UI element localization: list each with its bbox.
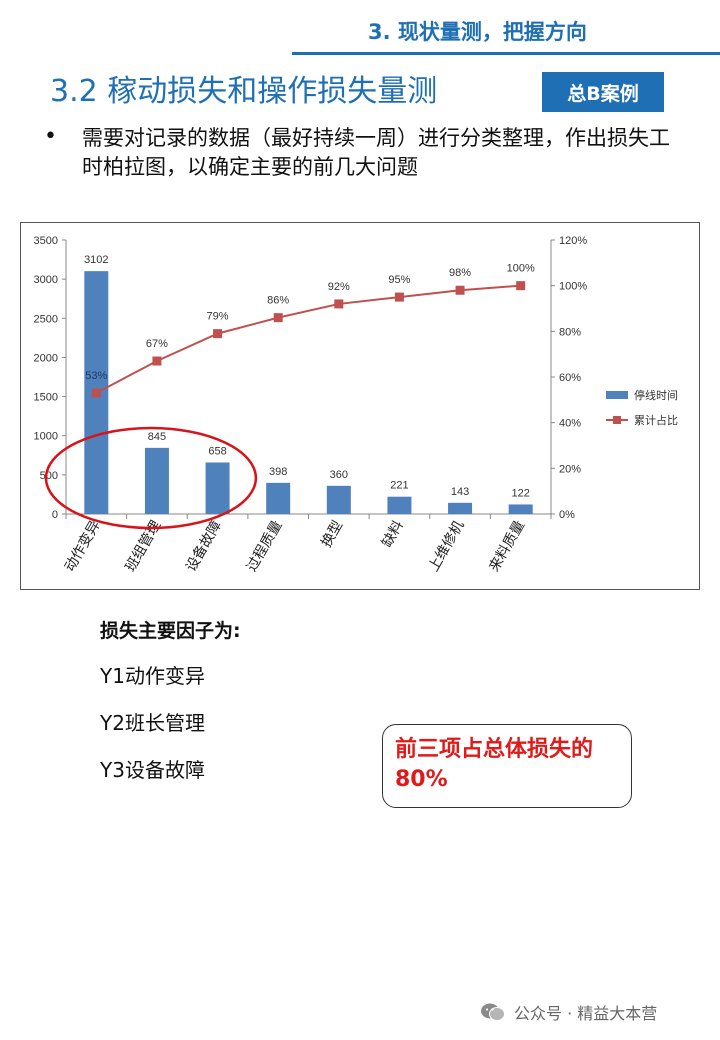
case-badge: 总B案例 [542,72,664,112]
cumulative-label: 79% [207,311,229,323]
section-title: 3. 现状量测，把握方向 [368,20,587,44]
bar-value-label: 398 [269,466,287,478]
wechat-icon [481,1003,505,1021]
bar-value-label: 122 [512,487,530,499]
bar-value-label: 360 [330,469,348,481]
legend-bar-swatch [606,391,628,399]
cumulative-point [334,299,344,309]
watermark: 公众号 · 精益大本营 [480,1000,657,1024]
y2-tick-label: 80% [559,326,581,338]
cumulative-point [213,329,223,339]
y2-tick-label: 40% [559,418,581,430]
bar [144,447,169,514]
bar [326,485,351,514]
y-tick-label: 1000 [34,431,58,443]
legend-line-label: 累计占比 [634,413,678,427]
bar [448,502,473,514]
cumulative-point [455,285,465,295]
bar-value-label: 3102 [84,254,108,266]
y-tick-label: 1500 [34,392,58,404]
x-category-label: 换型 [318,518,347,551]
cumulative-label: 67% [146,338,168,350]
y-tick-label: 0 [52,509,58,521]
x-category-label: 上维修机 [426,518,468,574]
y-tick-label: 3000 [34,274,58,286]
pareto-chart: 0 500 1000 1500 2000 2500 3000 3500 0% 20% 40% 60% 8… [20,222,700,590]
y2-tick-label: 100% [559,281,587,293]
bar-value-label: 221 [390,480,408,492]
cumulative-label: 100% [507,263,535,275]
bar-value-label: 845 [148,431,166,443]
y2-tick-label: 120% [559,235,587,247]
y-tick-label: 3500 [34,235,58,247]
bar [205,462,230,514]
y2-tick-label: 20% [559,463,581,475]
y-tick-label: 2500 [34,313,58,325]
bar [266,482,291,514]
cumulative-point [273,313,283,323]
x-category-label: 过程质量 [244,518,286,574]
section-divider [292,52,720,55]
x-category-label: 来料质量 [486,518,528,574]
bar-value-label: 658 [208,445,226,457]
bullet-marker: • [44,124,57,149]
cumulative-label: 86% [267,295,289,307]
factor-item: Y2班长管理 [100,711,205,735]
x-category-label: 动作变异 [62,518,104,574]
cumulative-label: 92% [328,281,350,293]
factor-item: Y1动作变异 [100,664,205,688]
cumulative-line [95,284,521,394]
page-title: 3.2 稼动损失和操作损失量测 [50,74,438,109]
y2-tick-label: 60% [559,372,581,384]
factors-heading: 损失主要因子为: [100,620,241,642]
factor-item: Y3设备故障 [100,758,205,782]
bar-value-label: 143 [451,486,469,498]
callout-box: 前三项占总体损失的80% [382,724,632,808]
y2-tick-label: 0% [559,509,575,521]
cumulative-point [152,356,162,366]
watermark-text: 公众号 · 精益大本营 [514,1004,658,1023]
cumulative-label: 95% [388,274,410,286]
bar [508,504,533,514]
y-tick-label: 500 [40,470,58,482]
cumulative-label: 53% [85,370,107,382]
y-tick-label: 2000 [34,352,58,364]
x-category-label: 缺料 [379,518,407,550]
cumulative-label: 98% [449,267,471,279]
pareto-chart-svg: 0 500 1000 1500 2000 2500 3000 3500 0% 20% 40% 60% 8… [34,235,678,574]
bar [387,496,412,514]
bullet-text: 需要对记录的数据（最好持续一周）进行分类整理，作出损失工时柏拉图，以确定主要的前… [82,126,670,179]
cumulative-point [394,292,404,302]
legend-bar-label: 停线时间 [634,388,678,402]
highlight-ellipse [44,426,258,530]
legend-line-marker [613,416,621,424]
cumulative-point [91,388,101,398]
cumulative-point [516,281,526,291]
